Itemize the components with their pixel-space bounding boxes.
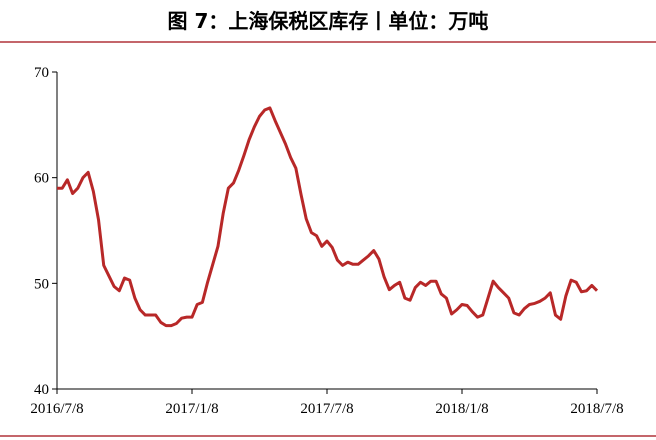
x-tick-label: 2016/7/8 (30, 401, 83, 417)
x-tick-label: 2017/7/8 (300, 401, 353, 417)
chart-title: 图 7：上海保税区库存丨单位：万吨 (168, 9, 489, 33)
line-series (57, 106, 599, 328)
y-tick-label: 40 (34, 382, 49, 398)
x-tick-label: 2018/7/8 (570, 401, 623, 417)
y-tick-label: 70 (34, 65, 49, 81)
y-tick-label: 60 (34, 171, 49, 187)
y-tick-label: 50 (34, 276, 49, 292)
x-tick-label: 2017/1/8 (165, 401, 218, 417)
x-tick-label: 2018/1/8 (435, 401, 488, 417)
